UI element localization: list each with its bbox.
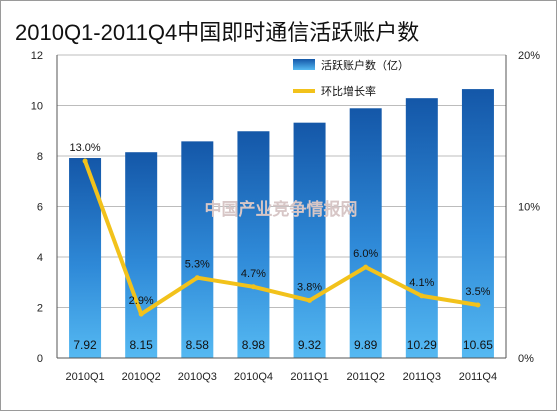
y-left-tick-label: 8 <box>37 151 43 163</box>
x-tick-label: 2010Q3 <box>178 371 217 383</box>
legend-swatch-bar <box>293 59 315 70</box>
line-series <box>82 158 481 317</box>
growth-point <box>194 275 200 281</box>
growth-value-label: 3.8% <box>297 281 322 293</box>
x-tick-label: 2010Q4 <box>234 371 273 383</box>
x-tick-label: 2011Q2 <box>347 371 385 383</box>
growth-value-label: 2.9% <box>129 295 154 307</box>
growth-value-label: 4.1% <box>409 277 434 289</box>
y-left-tick-label: 0 <box>37 353 43 365</box>
bar-value-label: 8.98 <box>242 338 266 352</box>
bar-value-label: 9.32 <box>298 338 322 352</box>
growth-point <box>138 311 144 317</box>
bar <box>181 141 214 358</box>
bar-series <box>69 89 494 359</box>
x-tick-label: 2011Q1 <box>290 371 328 383</box>
growth-point <box>82 158 88 164</box>
bar <box>293 122 326 358</box>
legend: 活跃账户数（亿） 环比增长率 <box>293 58 409 98</box>
bar <box>349 108 382 358</box>
growth-value-label: 6.0% <box>353 248 378 260</box>
growth-line <box>83 159 480 317</box>
growth-value-label: 5.3% <box>185 259 210 271</box>
data-labels: 7.92 8.15 8.58 8.98 9.32 9.89 10.29 10.65 13.0% 2… <box>69 142 493 352</box>
growth-point <box>475 302 481 308</box>
x-tick-label: 2010Q2 <box>122 371 161 383</box>
bar-value-label: 8.58 <box>186 338 210 352</box>
x-tick-label: 2011Q3 <box>403 371 441 383</box>
growth-value-label: 4.7% <box>241 268 266 280</box>
growth-point <box>307 297 313 303</box>
watermark-text: 中国产业竞争情报网 <box>205 199 358 220</box>
y-left-tick-label: 12 <box>31 50 43 62</box>
y-right-tick-label: 10% <box>518 202 540 214</box>
chart-title: 2010Q1-2011Q4中国即时通信活跃账户数 <box>15 20 420 45</box>
growth-point <box>250 284 256 290</box>
bar <box>237 131 270 358</box>
x-tick-label: 2010Q1 <box>65 371 104 383</box>
legend-label-line: 环比增长率 <box>321 84 376 98</box>
growth-value-label: 13.0% <box>69 142 100 154</box>
bar <box>405 98 438 359</box>
y-left-tick-label: 10 <box>31 101 43 113</box>
legend-label-bar: 活跃账户数（亿） <box>321 58 409 72</box>
bar-value-label: 9.89 <box>354 338 378 352</box>
bar-value-label: 7.92 <box>73 338 97 352</box>
bar-value-label: 8.15 <box>130 338 154 352</box>
bar-value-label: 10.65 <box>463 338 493 352</box>
bar-value-label: 10.29 <box>407 338 437 352</box>
y-left-tick-label: 2 <box>37 303 43 315</box>
axes: 0 2 4 6 8 10 12 0% 10% 20% 2010Q1 2010Q2 2010Q3 2010Q… <box>31 50 540 383</box>
y-right-tick-label: 0% <box>518 353 534 365</box>
growth-point <box>419 293 425 299</box>
bar <box>125 152 158 358</box>
y-left-tick-label: 4 <box>37 252 43 264</box>
y-right-tick-label: 20% <box>518 50 540 62</box>
bar <box>461 89 494 359</box>
x-tick-label: 2011Q4 <box>459 371 497 383</box>
growth-value-label: 3.5% <box>465 286 490 298</box>
y-left-tick-label: 6 <box>37 202 43 214</box>
growth-point <box>363 264 369 270</box>
